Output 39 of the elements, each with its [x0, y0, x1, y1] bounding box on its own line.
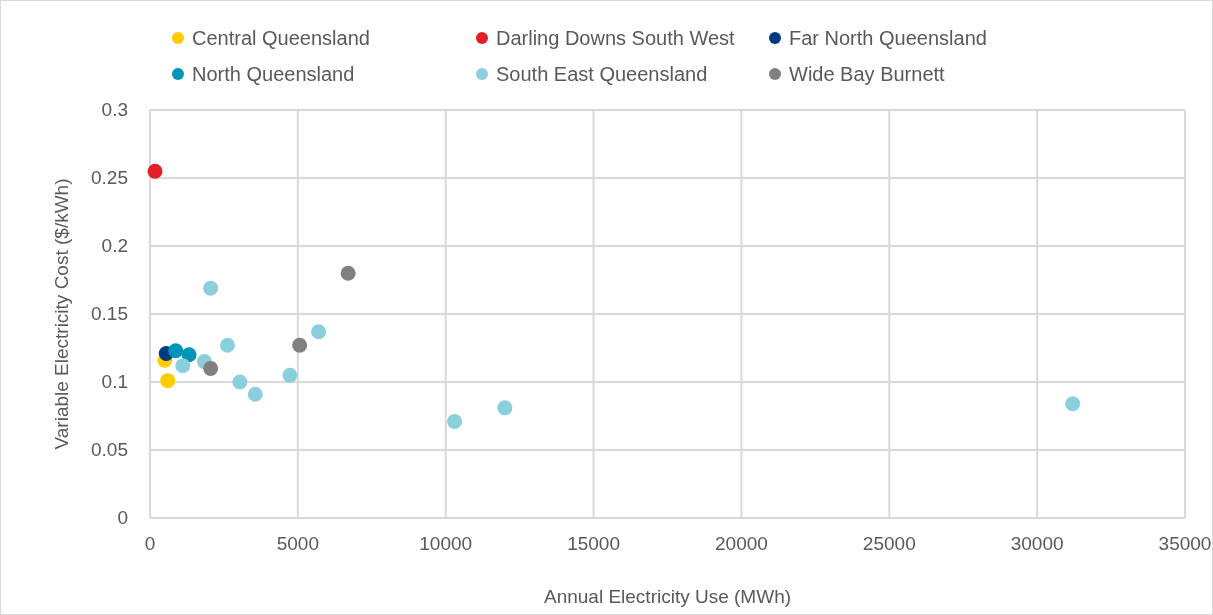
point: [219, 337, 235, 353]
x-tick-label: 30000: [1010, 533, 1064, 554]
legend-label: Far North Queensland: [789, 27, 987, 49]
legend-label: Darling Downs South West: [496, 27, 736, 49]
x-tick-label: 0: [144, 533, 156, 554]
legend-label: Wide Bay Burnett: [789, 63, 946, 85]
point: [497, 400, 513, 416]
legend-label: Central Queensland: [192, 27, 370, 49]
x-tick-label: 5000: [276, 533, 319, 554]
x-tick-label: 35000: [1158, 533, 1212, 554]
y-tick-label: 0: [117, 507, 128, 528]
point: [160, 373, 176, 389]
point: [447, 413, 463, 429]
point: [247, 386, 263, 402]
point: [311, 324, 327, 340]
point: [203, 360, 219, 376]
point: [282, 367, 298, 383]
point: [1065, 396, 1081, 412]
x-tick-label: 15000: [567, 533, 620, 554]
point: [203, 280, 219, 296]
y-tick-label: 0.2: [101, 235, 128, 256]
y-tick-label: 0.1: [101, 371, 128, 392]
legend-label: North Queensland: [192, 63, 355, 85]
x-axis-title: Annual Electricity Use (MWh): [543, 586, 792, 607]
point: [147, 163, 163, 179]
point: [292, 337, 308, 353]
y-tick-label: 0.3: [101, 99, 128, 120]
point: [340, 265, 356, 281]
y-tick-label: 0.15: [91, 303, 128, 324]
x-tick-label: 25000: [862, 533, 916, 554]
y-tick-label: 0.05: [91, 439, 128, 460]
x-tick-label: 10000: [419, 533, 473, 554]
y-tick-label: 0.25: [91, 167, 128, 188]
point: [168, 343, 184, 359]
point: [175, 358, 191, 374]
legend-label: South East Queensland: [496, 63, 708, 85]
point: [232, 374, 248, 390]
y-axis-title: Variable Electricity Cost ($/kWh): [51, 178, 72, 450]
x-tick-label: 20000: [715, 533, 768, 554]
